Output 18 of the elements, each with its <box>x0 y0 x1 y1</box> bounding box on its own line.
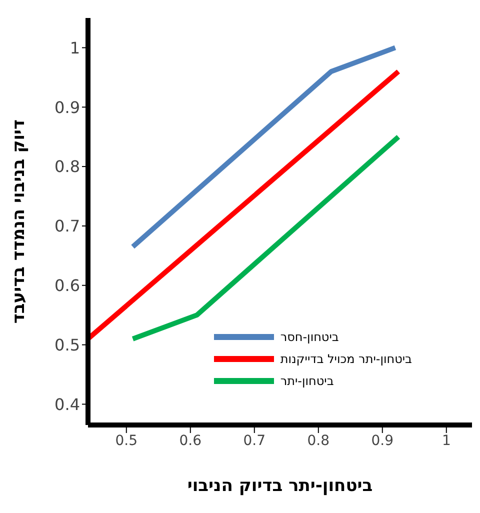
x-tick-label: 0.9 <box>371 432 394 449</box>
x-tick-label: 0.6 <box>179 432 202 449</box>
y-tick-label: 0.5 <box>54 335 80 354</box>
legend-label: ביטחון-חסר <box>280 330 339 344</box>
x-tick-label: 0.8 <box>307 432 330 449</box>
x-tick-label: 0.5 <box>115 432 138 449</box>
y-tick-label: 0.4 <box>54 394 80 414</box>
x-tick-label: 0.7 <box>243 432 266 449</box>
legend-label: ביטחון-יתר מכויל בדייקנות <box>280 352 412 366</box>
y-tick-label: 1 <box>70 38 80 58</box>
legend-label: ביטחון-יתר <box>280 374 334 388</box>
x-tick-label: 1 <box>442 432 451 449</box>
x-axis-title: ביטחון-יתר בדיוק הניבוי <box>187 476 373 496</box>
y-tick-label: 0.8 <box>54 157 80 176</box>
y-tick-label: 0.7 <box>54 216 80 236</box>
y-tick-label: 0.6 <box>54 276 80 296</box>
y-axis-title: דיוק בניבוי הנמדד בדיעבד <box>9 119 30 324</box>
y-tick-label: 0.9 <box>54 98 80 117</box>
